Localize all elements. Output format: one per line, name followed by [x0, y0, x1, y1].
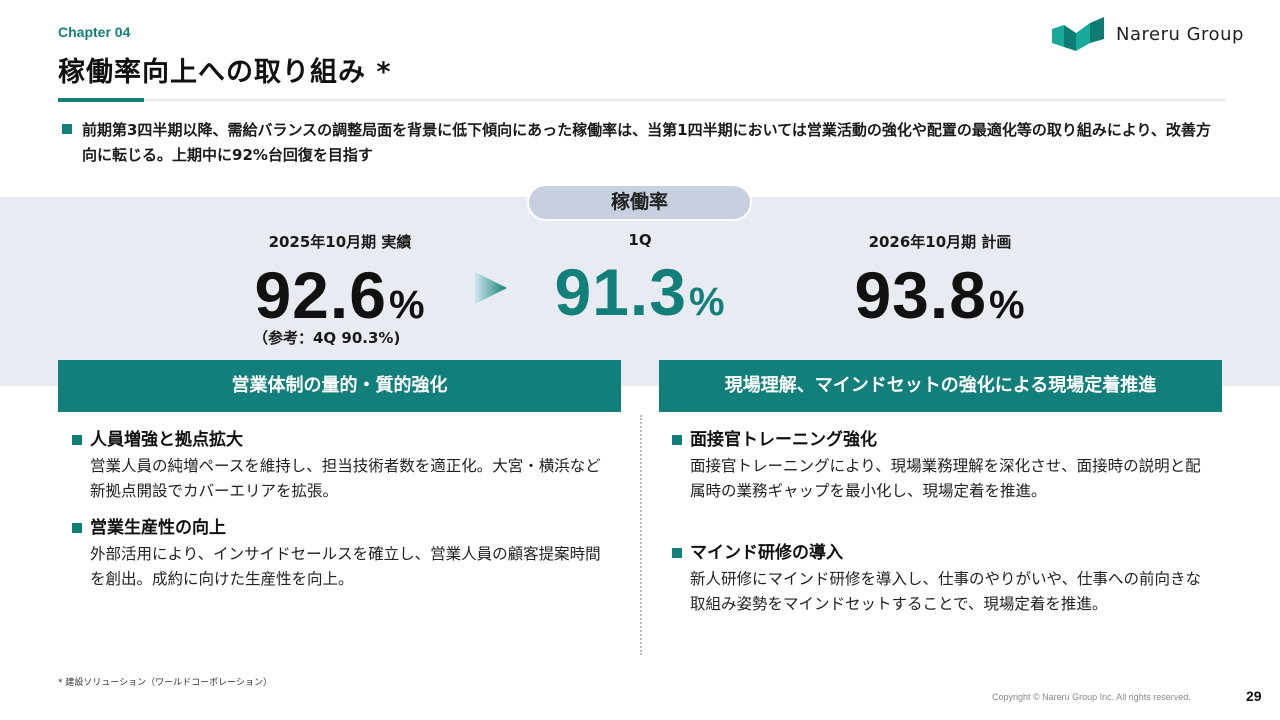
- item-body: 外部活用により、インサイドセールスを確立し、営業人員の顧客提案時間を創出。成約に…: [90, 545, 601, 588]
- metric-number: 93.8: [854, 258, 987, 332]
- square-bullet-icon: [672, 548, 682, 558]
- metric-number: 91.3: [554, 255, 687, 329]
- item-heading: 面接官トレーニング強化: [670, 428, 1210, 452]
- item-heading: マインド研修の導入: [670, 541, 1210, 565]
- left-item-1: 人員増強と拠点拡大 営業人員の純増ペースを維持し、担当技術者数を適正化。大宮・横…: [70, 428, 610, 504]
- left-column-heading: 営業体制の量的・質的強化: [58, 360, 621, 412]
- item-title: 営業生産性の向上: [90, 518, 226, 538]
- right-item-2: マインド研修の導入 新人研修にマインド研修を導入し、仕事のやりがいや、仕事への前…: [670, 541, 1210, 617]
- lead-statement: 前期第3四半期以降、需給バランスの調整局面を背景に低下傾向にあった稼働率は、当第…: [58, 118, 1218, 168]
- square-bullet-icon: [62, 124, 72, 134]
- page-title: 稼働率向上への取り組み *: [58, 57, 392, 88]
- item-body: 面接官トレーニングにより、現場業務理解を深化させ、面接時の説明と配属時の業務ギャ…: [690, 457, 1201, 500]
- item-body: 新人研修にマインド研修を導入し、仕事のやりがいや、仕事への前向きな取組み姿勢をマ…: [690, 570, 1202, 613]
- metric-1q: 1Q 91.3%: [540, 231, 740, 335]
- column-divider: [640, 415, 642, 655]
- metric-value: 93.8%: [840, 262, 1040, 338]
- metric-number: 92.6: [254, 258, 387, 332]
- metric-label: 1Q: [628, 231, 652, 249]
- copyright: Copyright © Nareru Group Inc. All rights…: [992, 692, 1191, 702]
- company-logo: Nareru Group: [1050, 17, 1244, 51]
- item-title: マインド研修の導入: [690, 543, 843, 563]
- metric-unit: %: [388, 283, 426, 327]
- item-body: 営業人員の純増ペースを維持し、担当技術者数を適正化。大宮・横浜など新拠点開設でカ…: [90, 457, 601, 500]
- metric-label: 2026年10月期 計画: [868, 233, 1012, 251]
- metric-value: 92.6%: [240, 262, 440, 338]
- metric-plan: 2026年10月期 計画 93.8%: [840, 231, 1040, 338]
- kpi-pill: 稼働率: [527, 184, 752, 221]
- title-accent-bar: [58, 98, 144, 102]
- item-title: 面接官トレーニング強化: [690, 430, 877, 450]
- arrow-right-icon: [475, 272, 507, 304]
- right-column-heading: 現場理解、マインドセットの強化による現場定着推進: [659, 360, 1222, 412]
- title-rule: [58, 99, 1226, 101]
- square-bullet-icon: [72, 435, 82, 445]
- item-heading: 人員増強と拠点拡大: [70, 428, 610, 452]
- metric-label: 2025年10月期 実績: [268, 233, 412, 251]
- square-bullet-icon: [672, 435, 682, 445]
- kpi-band: [0, 197, 1280, 386]
- metric-note: （参考：4Q 90.3%): [253, 329, 401, 347]
- metric-unit: %: [988, 283, 1026, 327]
- item-heading: 営業生産性の向上: [70, 516, 610, 540]
- item-title: 人員増強と拠点拡大: [90, 430, 243, 450]
- footnote: * 建設ソリューション（ワールドコーポレーション）: [58, 678, 273, 688]
- left-item-2: 営業生産性の向上 外部活用により、インサイドセールスを確立し、営業人員の顧客提案…: [70, 516, 610, 592]
- logo-text: Nareru Group: [1116, 23, 1244, 45]
- page-number: 29: [1246, 688, 1262, 704]
- metric-unit: %: [688, 280, 726, 324]
- nareru-logo-icon: [1052, 17, 1104, 51]
- right-item-1: 面接官トレーニング強化 面接官トレーニングにより、現場業務理解を深化させ、面接時…: [670, 428, 1210, 504]
- square-bullet-icon: [72, 523, 82, 533]
- lead-text: 前期第3四半期以降、需給バランスの調整局面を背景に低下傾向にあった稼働率は、当第…: [82, 121, 1211, 164]
- metric-value: 91.3%: [540, 259, 740, 335]
- metric-actual: 2025年10月期 実績 92.6%: [240, 231, 440, 338]
- chapter-label: Chapter 04: [58, 24, 131, 40]
